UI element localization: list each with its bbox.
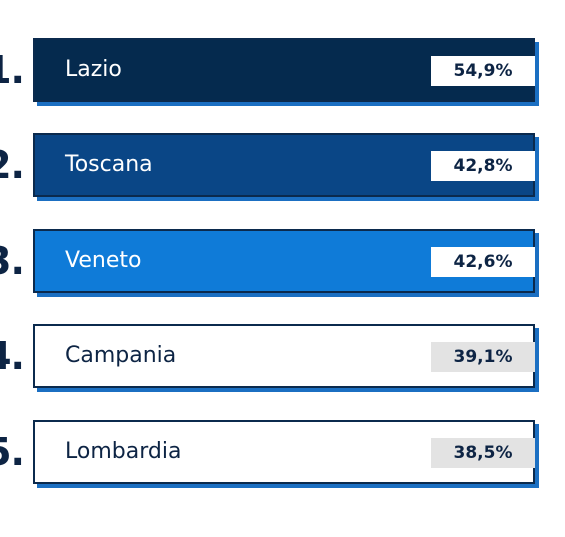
region-box: Campania 39,1%: [33, 324, 535, 388]
region-value: 54,9%: [431, 56, 535, 86]
region-value: 42,6%: [431, 247, 535, 277]
region-value: 38,5%: [431, 438, 535, 468]
rank-number: 1.: [0, 48, 25, 92]
region-name: Lazio: [65, 57, 122, 82]
rank-number: 5.: [0, 430, 25, 474]
region-value: 39,1%: [431, 342, 535, 372]
rank-number: 2.: [0, 143, 25, 187]
rank-number: 4.: [0, 334, 25, 378]
region-name: Toscana: [65, 152, 153, 177]
region-name: Lombardia: [65, 439, 182, 464]
rank-row: 2. Toscana 42,8%: [0, 133, 565, 199]
rank-row: 3. Veneto 42,6%: [0, 229, 565, 295]
rank-row: 1. Lazio 54,9%: [0, 38, 565, 104]
region-value: 42,8%: [431, 151, 535, 181]
region-name: Veneto: [65, 248, 142, 273]
rank-number: 3.: [0, 239, 25, 283]
rank-row: 5. Lombardia 38,5%: [0, 420, 565, 486]
region-box: Toscana 42,8%: [33, 133, 535, 197]
rank-row: 4. Campania 39,1%: [0, 324, 565, 390]
region-box: Lombardia 38,5%: [33, 420, 535, 484]
region-box: Lazio 54,9%: [33, 38, 535, 102]
region-name: Campania: [65, 343, 177, 368]
region-box: Veneto 42,6%: [33, 229, 535, 293]
